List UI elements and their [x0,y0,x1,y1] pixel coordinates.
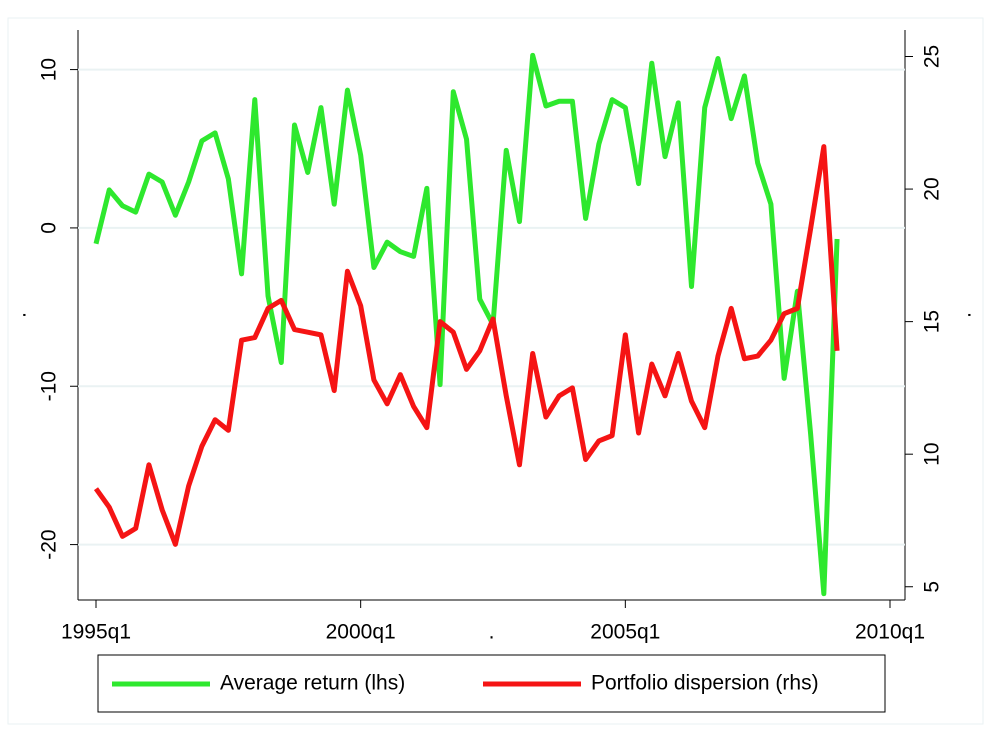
y-tick-label: 10 [38,58,61,81]
y2-tick-label: 15 [921,310,944,333]
x-tick-label: 2010q1 [855,621,925,644]
y-tick-label: -20 [38,529,61,559]
data-line [93,144,840,547]
y2-tick-label: 10 [921,443,944,466]
legend-label: Average return (lhs) [220,672,405,695]
y2-tick-label: 5 [921,581,944,593]
y-tick-label: 0 [38,222,61,234]
y2-axis-title: . [953,312,976,318]
y2-tick-label: 20 [921,177,944,200]
y2-tick-label: 25 [921,45,944,68]
x-tick-label: 2000q1 [326,621,396,644]
plot-background [7,17,984,725]
x-tick-label: 1995q1 [61,621,131,644]
legend-label: Portfolio dispersion (rhs) [591,672,819,695]
x-axis-title: . [489,621,495,644]
y-axis-title: . [8,312,31,318]
x-tick-label: 2005q1 [590,621,660,644]
data-line [93,52,840,597]
y-tick-label: -10 [38,371,61,401]
